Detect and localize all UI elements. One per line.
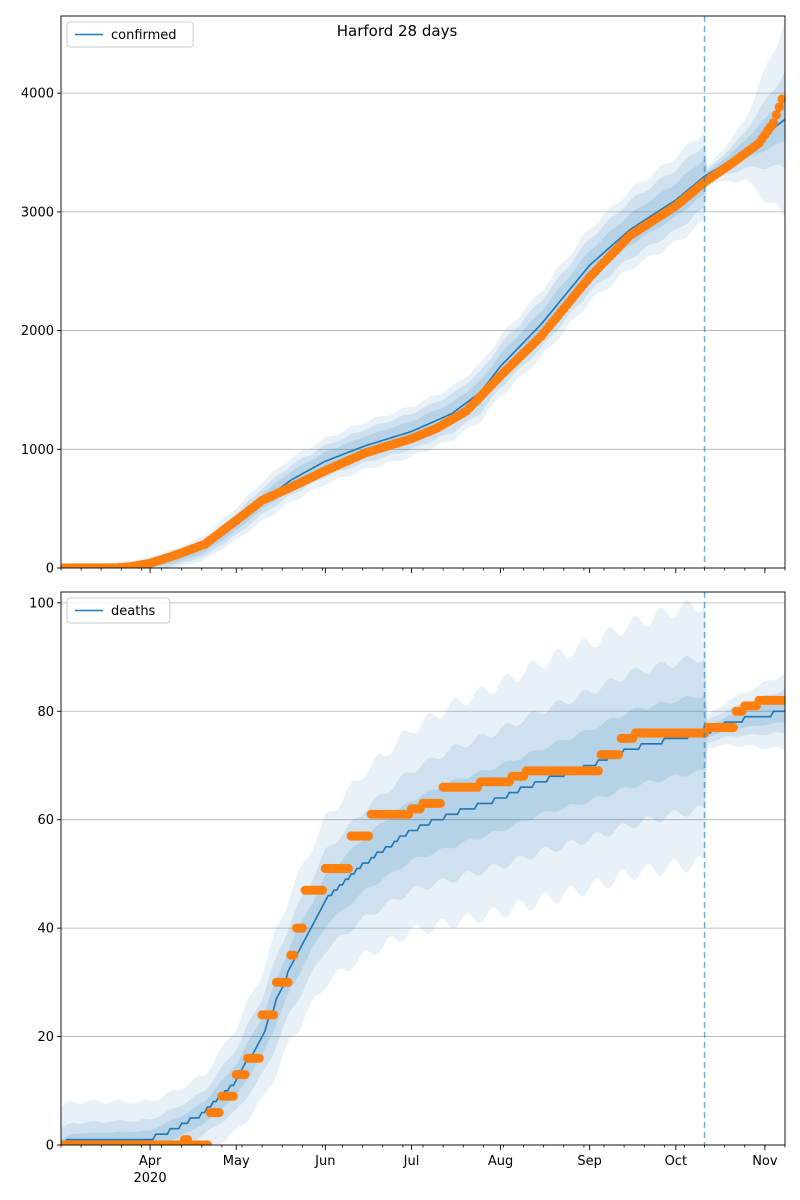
deaths-observed-point <box>254 1053 264 1063</box>
x-tick-label: Aug <box>488 1154 513 1169</box>
deaths-observed-point <box>240 1069 250 1080</box>
legend-label: deaths <box>111 604 156 619</box>
deaths-observed-point <box>317 885 327 895</box>
deaths-observed-point <box>228 1091 238 1101</box>
deaths-observed-point <box>780 695 785 705</box>
x-year-label: 2020 <box>134 1171 167 1186</box>
x-tick-label: Sep <box>577 1154 602 1169</box>
figure-title: Harford 28 days <box>337 22 458 40</box>
y-tick-label: 0 <box>46 562 54 577</box>
deaths-observed-point <box>728 722 738 733</box>
deaths-observed-point <box>283 977 293 988</box>
y-tick-label: 4000 <box>21 87 54 102</box>
deaths-observed-point <box>269 1010 279 1020</box>
confirmed-legend: confirmed <box>66 21 194 48</box>
x-tick-label: Apr <box>139 1154 162 1169</box>
confirmed-observed-point <box>774 102 784 112</box>
y-tick-label: 40 <box>37 922 54 937</box>
confirmed-observed-point <box>777 94 785 104</box>
y-tick-label: 80 <box>37 705 54 720</box>
deaths-panel: 0 20 40 60 80 100 Apr May Jun Jul Aug Sep Oct Nov 2020… <box>29 591 786 1186</box>
legend-label: confirmed <box>111 28 177 43</box>
x-tick-label: Nov <box>752 1154 778 1169</box>
y-tick-label: 20 <box>37 1030 54 1045</box>
confirmed-plot-area <box>61 19 785 568</box>
legend-box <box>66 21 194 48</box>
confirmed-observed-point <box>771 110 782 120</box>
deaths-observed-point <box>435 798 445 809</box>
deaths-observed-point <box>202 1140 213 1145</box>
deaths-model-line <box>61 710 785 1145</box>
deaths-observed-point <box>593 766 603 776</box>
confirmed-observed-point <box>768 118 779 128</box>
confirmed-panel: 0 1000 2000 3000 4000 confirmed <box>21 15 786 577</box>
deaths-observed-point <box>613 750 624 760</box>
x-tick-label: Jun <box>314 1154 335 1169</box>
deaths-observed-point <box>363 831 373 841</box>
deaths-plot-area <box>61 599 785 1145</box>
confirmed-uncertainty-band-3 <box>61 19 785 568</box>
x-tick-label: Jul <box>403 1154 420 1169</box>
x-tick-label: Oct <box>665 1154 687 1169</box>
confirmed-axes-frame <box>60 15 786 569</box>
y-tick-label: 100 <box>29 596 54 611</box>
deaths-legend: deaths <box>66 597 171 624</box>
y-tick-label: 60 <box>37 813 54 828</box>
x-tick-label: May <box>223 1154 250 1169</box>
deaths-observed-point <box>343 863 353 874</box>
confirmed-uncertainty-band-2 <box>61 70 785 568</box>
y-tick-label: 1000 <box>21 443 54 458</box>
y-tick-label: 0 <box>46 1139 54 1154</box>
deaths-observed-point <box>214 1107 224 1118</box>
legend-box <box>66 597 171 624</box>
deaths-uncertainty-band-3 <box>61 599 785 1145</box>
deaths-uncertainty-band-2 <box>61 655 785 1145</box>
y-tick-label: 3000 <box>21 205 54 220</box>
y-tick-label: 2000 <box>21 324 54 339</box>
deaths-observed-point <box>289 950 299 960</box>
deaths-observed-point <box>297 923 307 933</box>
